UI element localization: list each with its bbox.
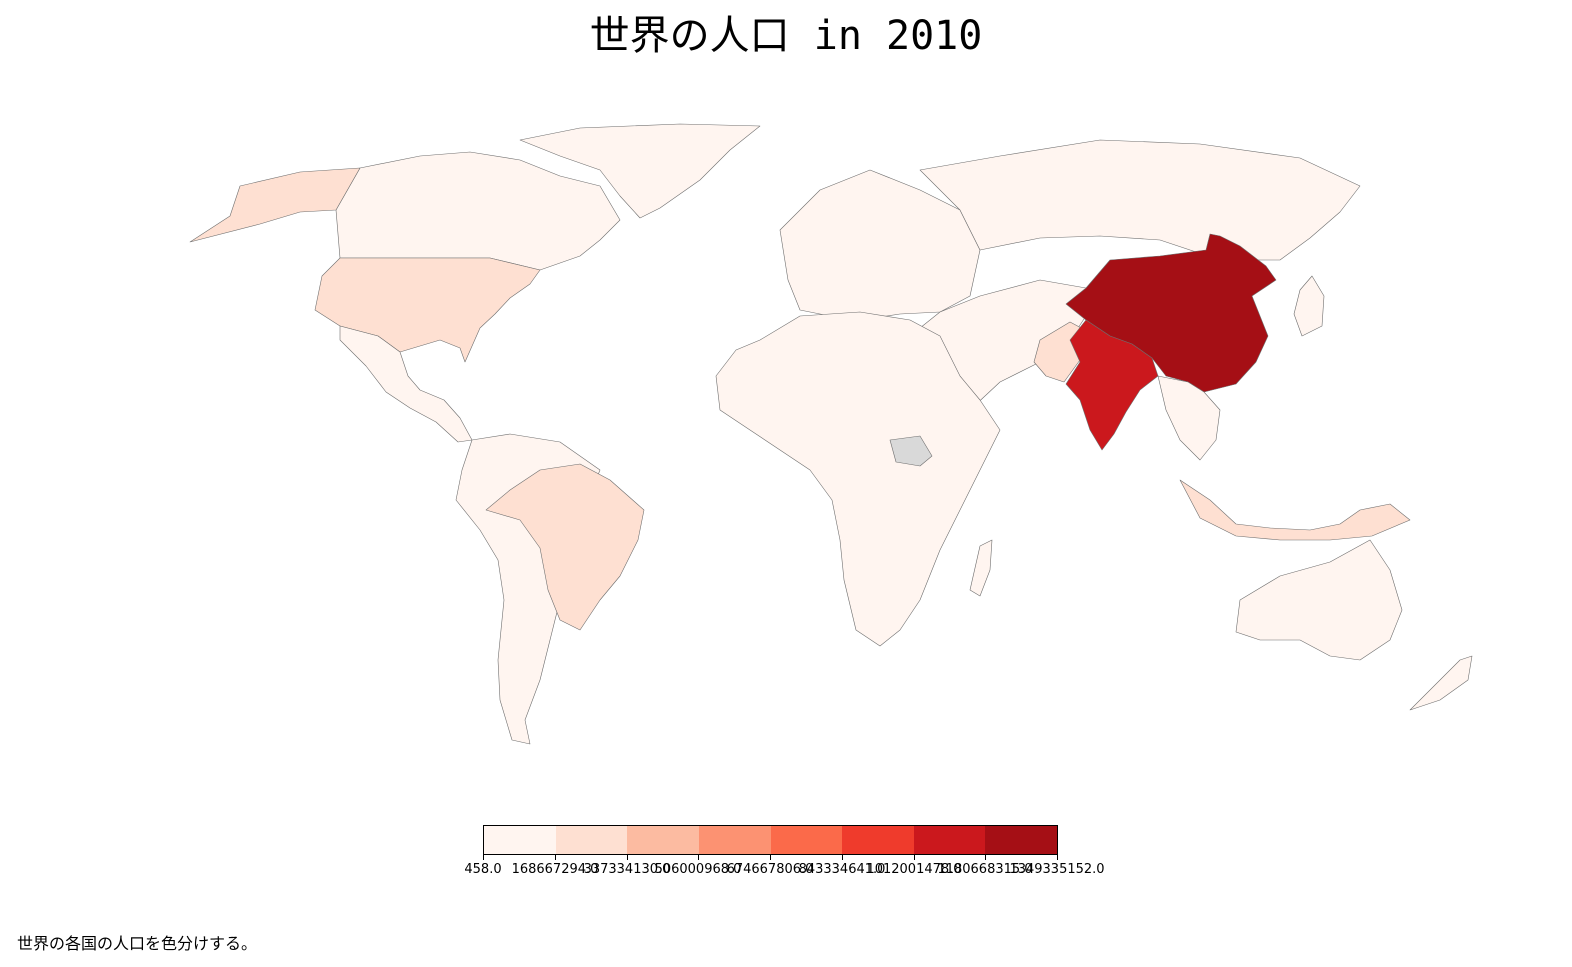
region-india [1065, 319, 1159, 451]
region-japan [1293, 275, 1325, 337]
region-canada [335, 151, 621, 271]
color-legend: 458.0 168667294.0 337334130.0 506000968.0 67… [464, 825, 1105, 885]
region-madagascar [969, 539, 993, 597]
legend-tick-label: 1349335152.0 [1009, 862, 1105, 877]
world-map [189, 123, 1473, 745]
legend-tick-label: 337334130.0 [583, 862, 671, 877]
legend-tick [555, 855, 556, 860]
legend-tick-label: 674667806.0 [726, 862, 814, 877]
legend-tick [483, 855, 484, 860]
legend-tick-label: 1012001478.0 [866, 862, 962, 877]
region-greenland [519, 123, 761, 219]
legend-tick [698, 855, 699, 860]
legend-swatch [985, 826, 1057, 854]
map-caption: 世界の各国の人口を色分けする。 [17, 934, 258, 953]
legend-swatch [698, 826, 771, 854]
legend-tick [842, 855, 843, 860]
region-new-zealand [1409, 655, 1473, 711]
legend-tick [627, 855, 628, 860]
region-russia [919, 139, 1361, 261]
legend-swatch [842, 826, 914, 854]
region-alaska [189, 167, 361, 243]
legend-tick [770, 855, 771, 860]
region-indonesia [1179, 479, 1411, 541]
legend-tick-label: 168667294.0 [511, 862, 599, 877]
region-brazil [485, 463, 645, 631]
legend-tick [985, 855, 986, 860]
legend-tick [1057, 855, 1058, 860]
legend-color-bar [483, 825, 1058, 855]
legend-tick-label: 843334641.0 [798, 862, 886, 877]
legend-tick-label: 1180668315.0 [937, 862, 1033, 877]
legend-swatch [555, 826, 628, 854]
region-southeast-asia [1157, 375, 1221, 461]
region-no-data [889, 435, 933, 467]
map-title: 世界の人口 in 2010 [589, 13, 983, 59]
legend-tick-label: 506000968.0 [654, 862, 742, 877]
legend-swatch [913, 826, 986, 854]
legend-swatch [770, 826, 843, 854]
legend-swatch [484, 826, 556, 854]
legend-swatch [627, 826, 699, 854]
region-usa [314, 257, 541, 363]
region-australia [1235, 539, 1403, 661]
region-europe [779, 169, 981, 321]
region-africa [715, 311, 1001, 647]
legend-tick [914, 855, 915, 860]
legend-tick-label: 458.0 [464, 862, 502, 877]
